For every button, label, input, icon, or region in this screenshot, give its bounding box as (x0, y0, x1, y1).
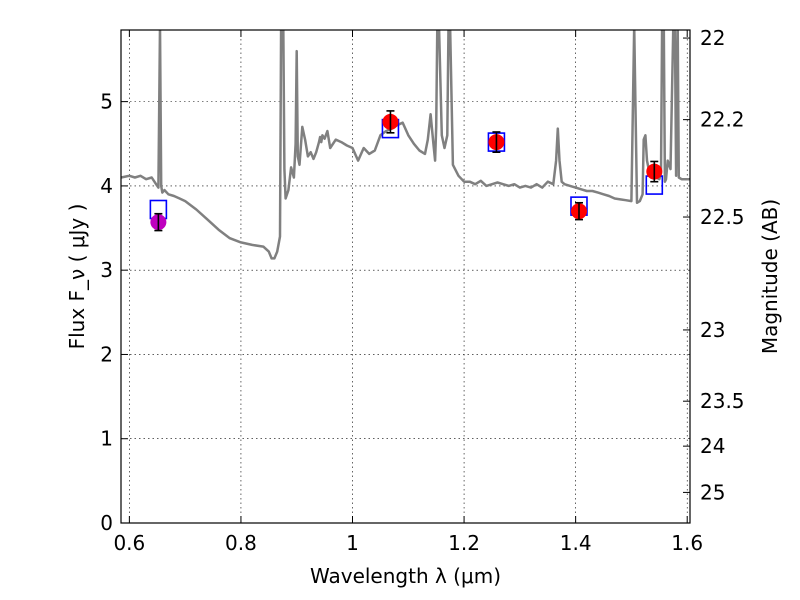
x-tick-label: 0.8 (225, 531, 257, 555)
x-tick-label: 1 (346, 531, 359, 555)
y-tick-label: 5 (100, 90, 113, 114)
x-tick-label: 1.6 (671, 531, 703, 555)
y2-tick-label: 22.2 (700, 108, 745, 132)
spectrum-polyline (121, 30, 690, 260)
plot-frame (120, 29, 691, 524)
axis-ticks (121, 30, 690, 524)
y2-tick-label: 22 (700, 26, 725, 50)
y-tick-label: 4 (100, 174, 113, 198)
model-photometry-boxes (149, 118, 664, 220)
x-tick-label: 1.4 (560, 531, 592, 555)
observed-photometry-points (150, 110, 663, 232)
y2-tick-label: 23.5 (700, 389, 745, 413)
x-tick-label: 1.2 (448, 531, 480, 555)
y-axis-label: Flux F_ν ( μJy ) (65, 204, 89, 350)
model-spectrum-line (121, 30, 690, 260)
y-tick-label: 3 (100, 258, 113, 282)
grid-lines (121, 30, 690, 524)
y-tick-label: 2 (100, 342, 113, 366)
y2-tick-label: 24 (700, 434, 725, 458)
y2-tick-label: 25 (700, 480, 725, 504)
x-axis-label: Wavelength λ (μm) (310, 564, 501, 588)
y-tick-label: 0 (100, 511, 113, 535)
x-tick-label: 0.6 (113, 531, 145, 555)
y2-axis-label: Magnitude (AB) (758, 199, 782, 354)
y2-tick-label: 22.5 (700, 205, 745, 229)
y2-tick-label: 23 (700, 318, 725, 342)
y-tick-label: 1 (100, 427, 113, 451)
